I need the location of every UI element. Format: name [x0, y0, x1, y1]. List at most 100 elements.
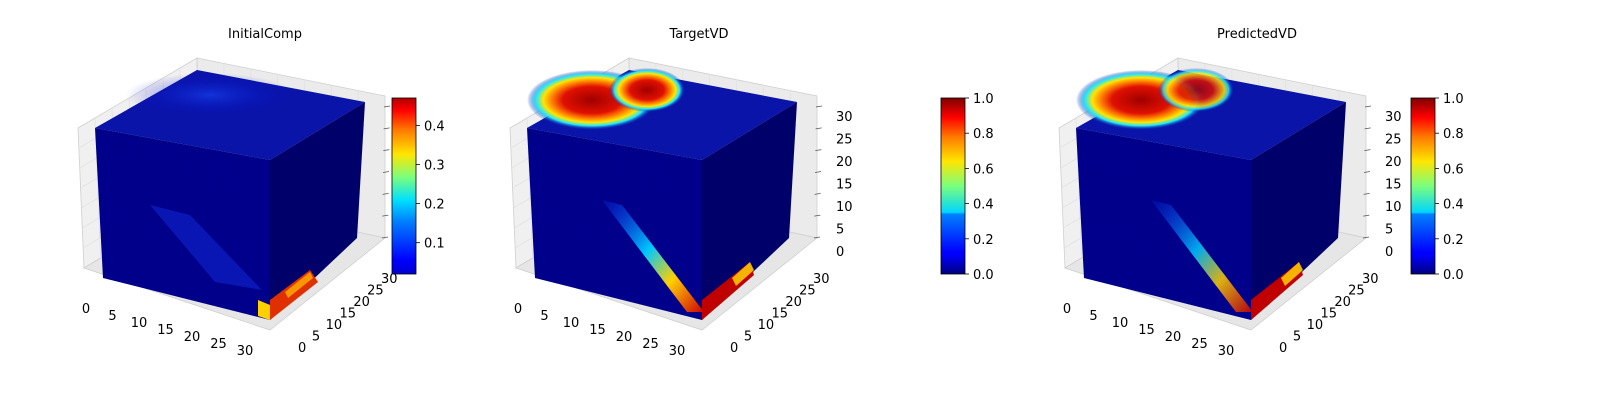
voxel-line — [116, 131, 125, 284]
voxel-line — [1081, 128, 1090, 280]
top-soft-region — [125, 73, 295, 117]
voxel-line — [1136, 138, 1142, 293]
y-tick-label: 20 — [785, 295, 802, 310]
colorbar-tick-label: 0.4 — [973, 198, 994, 213]
voxel-line — [767, 116, 774, 259]
x-tick-label: 15 — [589, 323, 606, 338]
voxel-line — [226, 151, 229, 310]
voxel-line — [710, 154, 712, 313]
voxel-line — [1269, 147, 1272, 303]
voxel-line — [764, 118, 771, 262]
voxel-line — [1297, 129, 1302, 277]
x-tick-label: 25 — [1191, 337, 1208, 352]
voxel-line — [587, 138, 593, 293]
colorbar-tick-label: 0.2 — [424, 198, 445, 213]
z-tick-label: 20 — [1385, 155, 1402, 170]
z-tick-mark — [1363, 192, 1370, 195]
voxel-line — [712, 152, 715, 310]
voxel-line — [1283, 138, 1287, 290]
x-tick-label: 10 — [131, 316, 148, 331]
voxel-line — [1086, 129, 1095, 281]
voxel-line — [1125, 136, 1132, 290]
voxel-line — [748, 129, 753, 277]
voxel-line — [1261, 152, 1264, 310]
x-tick-label: 20 — [1165, 330, 1182, 345]
voxel-line — [570, 135, 577, 289]
voxel-line — [160, 139, 166, 294]
voxel-line — [1157, 142, 1163, 298]
z-tick-label: 25 — [836, 133, 853, 148]
colorbar-tick-label: 0.3 — [424, 158, 445, 173]
voxel-line — [247, 155, 250, 315]
voxel-line — [345, 109, 354, 249]
z-tick-mark — [1362, 236, 1370, 239]
voxel-line — [603, 141, 609, 297]
x-tick-label: 5 — [1089, 309, 1097, 324]
x-tick-label: 0 — [514, 302, 522, 317]
voxel-line — [1332, 105, 1341, 244]
voxel-line — [745, 130, 750, 280]
voxel-line — [138, 135, 145, 289]
z-tick-label: 30 — [836, 110, 853, 125]
voxel-line — [734, 138, 738, 290]
voxel-line — [772, 112, 780, 254]
right-strip-edge — [1281, 262, 1303, 286]
voxel-line — [1190, 148, 1194, 306]
z-tick-label: 20 — [836, 155, 853, 170]
voxel-line — [742, 132, 747, 282]
z-tick-label: 15 — [836, 178, 853, 193]
voxel-line — [1092, 130, 1100, 282]
x-tick-label: 15 — [1138, 323, 1155, 338]
voxel-line — [220, 150, 224, 309]
voxel-line — [326, 121, 333, 267]
voxel-line — [231, 152, 234, 311]
voxel-line — [275, 156, 277, 315]
y-tick-label: 15 — [340, 307, 357, 322]
voxel-line — [288, 147, 291, 303]
z-tick-label: 10 — [836, 200, 853, 215]
voxel-line — [340, 112, 348, 254]
voxel-line — [559, 133, 567, 286]
voxel-line — [253, 156, 255, 317]
voxel-line — [1272, 145, 1275, 300]
voxel-line — [1196, 149, 1199, 307]
voxel-line — [318, 127, 324, 274]
voxel-line — [1152, 141, 1158, 297]
voxel-line — [777, 109, 786, 249]
voxel-line — [316, 129, 321, 277]
voxel-line — [299, 140, 303, 292]
voxel-line — [332, 118, 339, 262]
front-diagonal-band — [150, 205, 262, 290]
z-tick-mark — [1363, 171, 1371, 173]
voxel-line — [663, 152, 666, 311]
right-strip-edge — [732, 262, 754, 286]
voxel-line — [351, 105, 360, 244]
voxel-line — [1275, 143, 1278, 297]
x-tick-label: 30 — [669, 344, 686, 359]
voxel-line — [565, 134, 572, 288]
front-corner-hot — [258, 300, 270, 320]
z-tick-mark — [382, 214, 389, 217]
y-tick-label: 15 — [772, 307, 789, 322]
y-tick-label: 30 — [813, 272, 830, 287]
z-tick-mark — [815, 149, 822, 152]
colorbar-tick-label: 1.0 — [1443, 92, 1464, 107]
voxel-line — [329, 120, 336, 264]
voxel-line — [548, 131, 557, 284]
voxel-line — [737, 136, 741, 287]
colorbar-tick-label: 0.8 — [1443, 127, 1464, 142]
voxel-line — [718, 149, 720, 305]
z-tick-mark — [381, 236, 389, 239]
voxel-line — [652, 150, 656, 309]
voxel-line — [1130, 137, 1137, 292]
z-tick-mark — [814, 192, 821, 195]
voxel-line — [761, 120, 768, 264]
colorbar-tick-label: 0.2 — [1443, 233, 1464, 248]
voxel-line — [554, 132, 562, 285]
colorbar-tick-label: 0.1 — [424, 237, 445, 252]
voxel-line — [641, 148, 645, 306]
voxel-line — [756, 123, 762, 269]
voxel-line — [1316, 116, 1323, 259]
